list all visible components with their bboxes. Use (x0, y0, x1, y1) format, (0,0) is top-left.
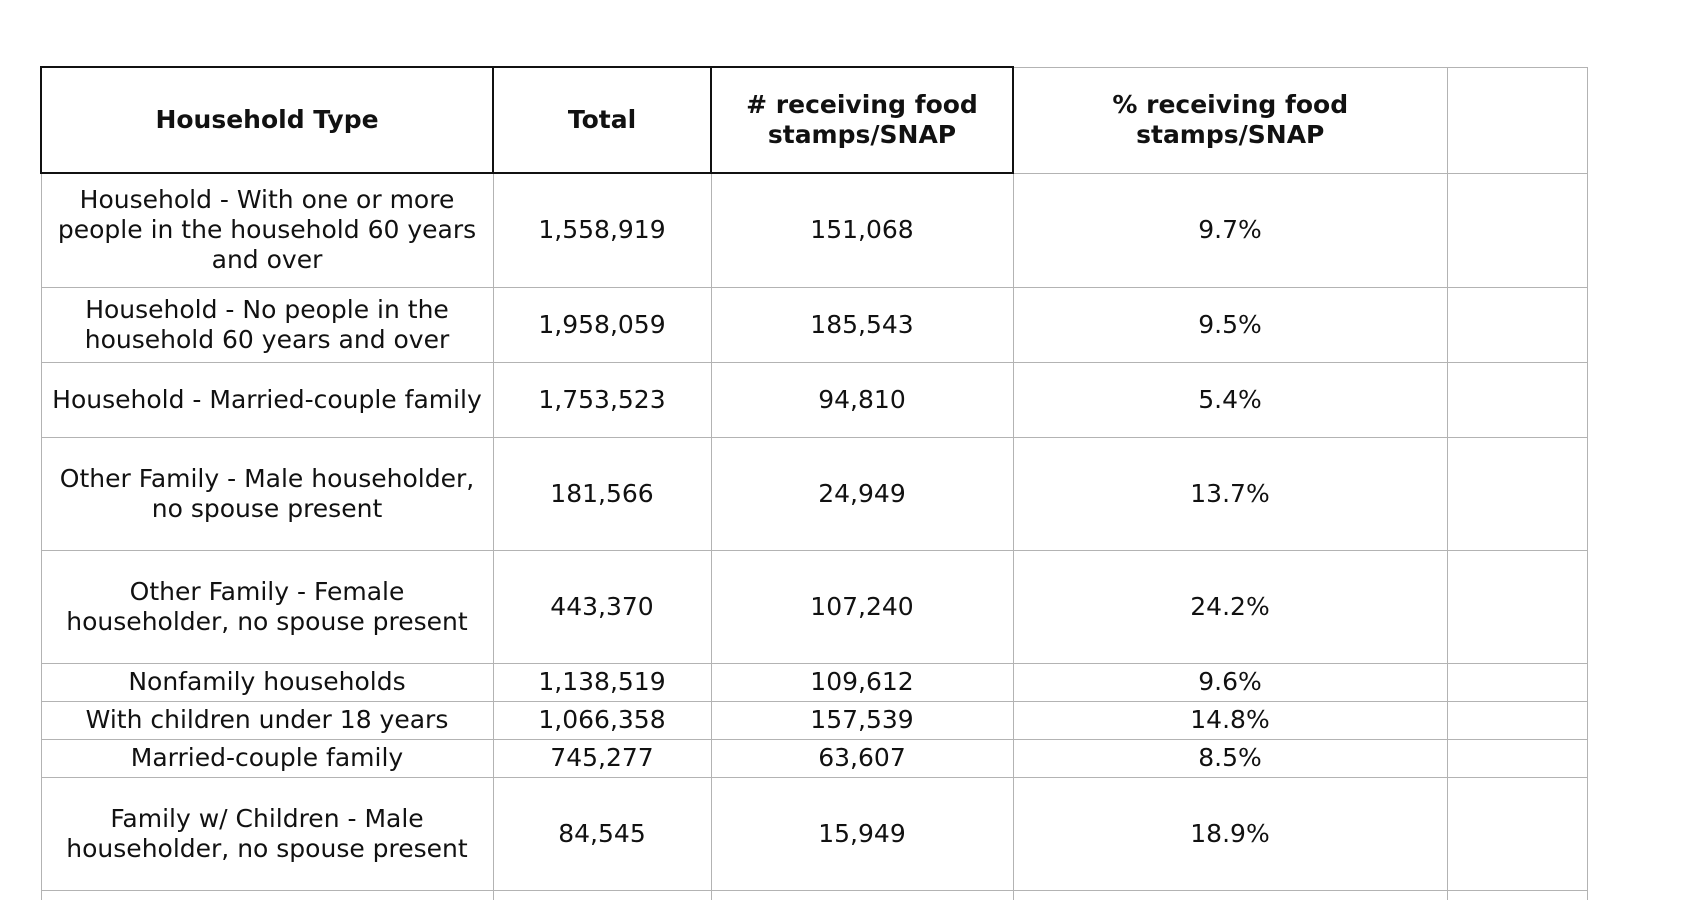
table-row: Other Family - Female householder, no sp… (40, 549, 1588, 664)
cell-household-type[interactable]: Other Family - Male householder, no spou… (40, 436, 494, 551)
cell-household-type[interactable] (40, 889, 494, 900)
cell-total[interactable]: 1,753,523 (492, 361, 712, 438)
table-row: Other Family - Male householder, no spou… (40, 436, 1588, 551)
table-row: With children under 18 years 1,066,358 1… (40, 700, 1588, 740)
cell-total[interactable]: 1,138,519 (492, 662, 712, 702)
cell-empty[interactable] (1446, 172, 1588, 288)
cell-receiving[interactable] (710, 889, 1014, 900)
cell-percent[interactable]: 14.8% (1012, 700, 1448, 740)
cell-household-type[interactable]: Household - With one or more people in t… (40, 172, 494, 288)
cell-receiving[interactable]: 185,543 (710, 286, 1014, 363)
snap-household-table: Household Type Total # receiving food st… (40, 66, 1588, 900)
cell-total[interactable] (492, 889, 712, 900)
cell-household-type[interactable]: Nonfamily households (40, 662, 494, 702)
cell-percent[interactable]: 5.4% (1012, 361, 1448, 438)
cell-total[interactable]: 443,370 (492, 549, 712, 664)
cell-household-type[interactable]: Household - No people in the household 6… (40, 286, 494, 363)
table-row: Household - Married-couple family 1,753,… (40, 361, 1588, 438)
cell-total[interactable]: 745,277 (492, 738, 712, 778)
cell-empty[interactable] (1446, 889, 1588, 900)
table-row: Nonfamily households 1,138,519 109,612 9… (40, 662, 1588, 702)
table-row: Married-couple family 745,277 63,607 8.5… (40, 738, 1588, 778)
cell-total[interactable]: 181,566 (492, 436, 712, 551)
cell-empty[interactable] (1446, 738, 1588, 778)
cell-receiving[interactable]: 94,810 (710, 361, 1014, 438)
header-household-type[interactable]: Household Type (40, 66, 494, 174)
cell-percent[interactable]: 9.6% (1012, 662, 1448, 702)
cell-empty[interactable] (1446, 361, 1588, 438)
table-row: Household - With one or more people in t… (40, 172, 1588, 288)
cell-empty[interactable] (1446, 286, 1588, 363)
header-row: Household Type Total # receiving food st… (40, 66, 1588, 174)
cell-receiving[interactable]: 24,949 (710, 436, 1014, 551)
cell-percent[interactable]: 8.5% (1012, 738, 1448, 778)
header-number-receiving[interactable]: # receiving food stamps/SNAP (710, 66, 1014, 174)
header-percent-receiving[interactable]: % receiving food stamps/SNAP (1012, 66, 1448, 174)
table-row: Household - No people in the household 6… (40, 286, 1588, 363)
cell-receiving[interactable]: 109,612 (710, 662, 1014, 702)
cell-receiving[interactable]: 151,068 (710, 172, 1014, 288)
cell-household-type[interactable]: Family w/ Children - Male householder, n… (40, 776, 494, 891)
header-empty[interactable] (1446, 66, 1588, 174)
cell-household-type[interactable]: Household - Married-couple family (40, 361, 494, 438)
cell-percent[interactable]: 24.2% (1012, 549, 1448, 664)
cell-empty[interactable] (1446, 776, 1588, 891)
cell-percent[interactable]: 9.5% (1012, 286, 1448, 363)
cell-total[interactable]: 1,958,059 (492, 286, 712, 363)
cell-empty[interactable] (1446, 436, 1588, 551)
cell-receiving[interactable]: 157,539 (710, 700, 1014, 740)
cell-total[interactable]: 1,066,358 (492, 700, 712, 740)
cell-percent[interactable] (1012, 889, 1448, 900)
table-row-partial (40, 889, 1588, 900)
cell-receiving[interactable]: 63,607 (710, 738, 1014, 778)
cell-percent[interactable]: 18.9% (1012, 776, 1448, 891)
cell-household-type[interactable]: With children under 18 years (40, 700, 494, 740)
cell-empty[interactable] (1446, 700, 1588, 740)
cell-receiving[interactable]: 15,949 (710, 776, 1014, 891)
cell-total[interactable]: 1,558,919 (492, 172, 712, 288)
cell-empty[interactable] (1446, 549, 1588, 664)
cell-empty[interactable] (1446, 662, 1588, 702)
cell-percent[interactable]: 9.7% (1012, 172, 1448, 288)
cell-percent[interactable]: 13.7% (1012, 436, 1448, 551)
table-row: Family w/ Children - Male householder, n… (40, 776, 1588, 891)
cell-total[interactable]: 84,545 (492, 776, 712, 891)
cell-household-type[interactable]: Married-couple family (40, 738, 494, 778)
cell-household-type[interactable]: Other Family - Female householder, no sp… (40, 549, 494, 664)
header-total[interactable]: Total (492, 66, 712, 174)
cell-receiving[interactable]: 107,240 (710, 549, 1014, 664)
